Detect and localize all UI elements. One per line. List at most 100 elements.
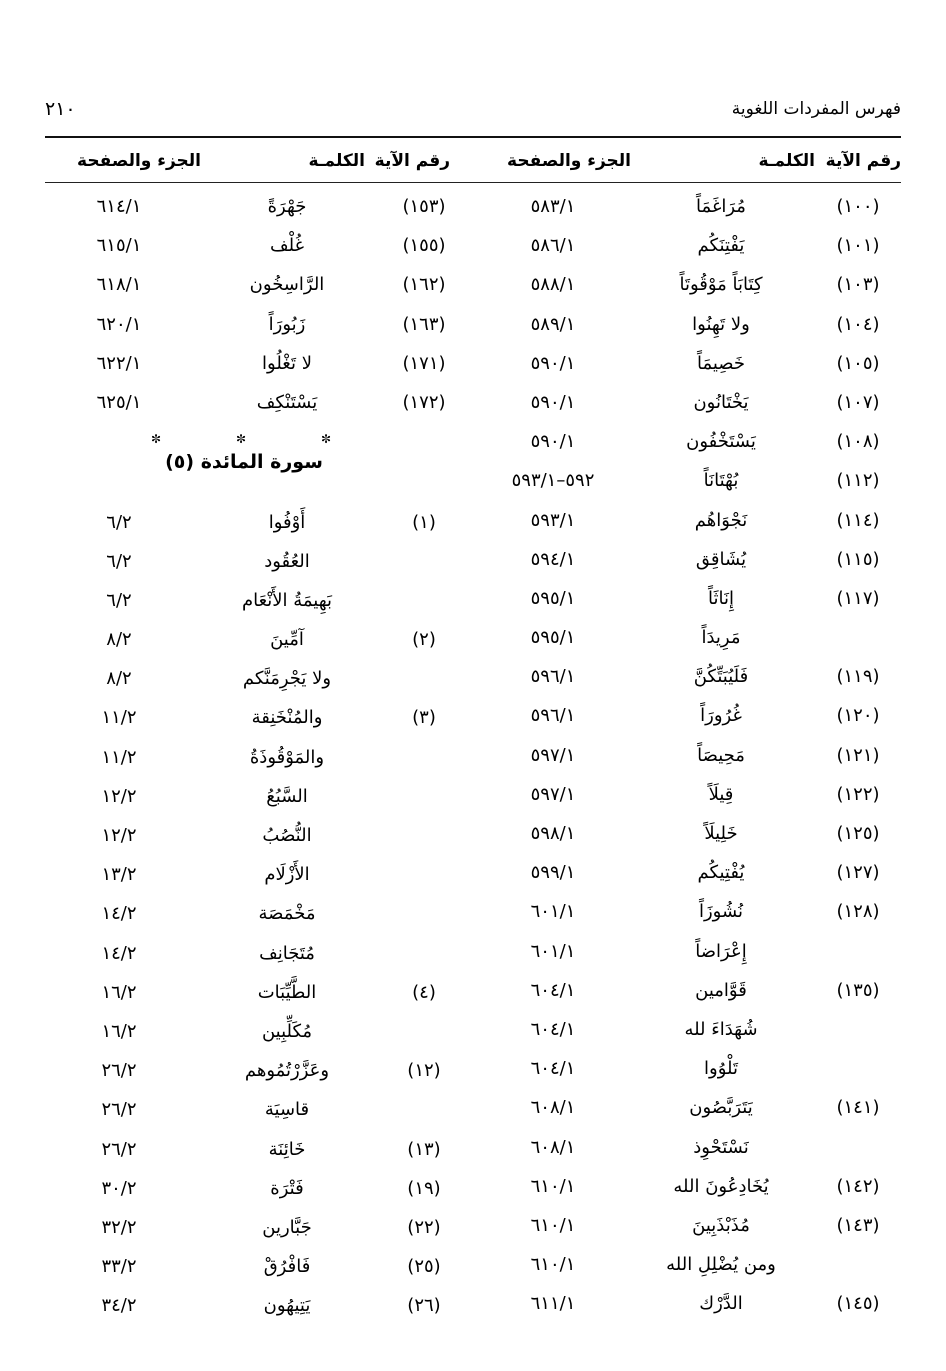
juz-page-cell: ٦١٨/١ — [96, 274, 142, 296]
juz-page-cell: ٦٢٠/١ — [96, 313, 142, 335]
index-row: (٤) الطَّيِّبَات ١٦/٢ — [45, 982, 467, 1021]
juz-page-cell: ٦١٥/١ — [96, 235, 142, 257]
ayah-number-cell: (٢) — [412, 629, 436, 651]
index-row: مُكَلِّبِين ١٦/٢ — [45, 1021, 467, 1060]
juz-page-cell: ٥٩٧/١ — [530, 783, 576, 805]
juz-page-cell: ١٣/٢ — [101, 864, 137, 886]
index-row: مُتَجَانِف ١٤/٢ — [45, 943, 467, 982]
index-row: (١٤٣) مُذَبْذَبِينَ ٦١٠/١ — [479, 1215, 901, 1254]
index-row: ولا يَجْرِمَنَّكم ٨/٢ — [45, 668, 467, 707]
ayah-number-cell: (١٢) — [407, 1060, 441, 1082]
index-row: قاسِيَة ٢٦/٢ — [45, 1099, 467, 1138]
index-row: والمَوْقُوذَةُ ١١/٢ — [45, 747, 467, 786]
index-row: (١٧١) لا تَغْلُوا ٦٢٢/١ — [45, 353, 467, 392]
ayah-number-cell: (١٠٧) — [836, 391, 880, 413]
index-row: إِعْرَاضاً ٦٠١/١ — [479, 941, 901, 980]
index-row: (١٩) فَتْرَة ٣٠/٢ — [45, 1178, 467, 1217]
juz-page-cell: ٥٩٠/١ — [530, 391, 576, 413]
juz-page-cell: ٦٠٤/١ — [530, 1058, 576, 1080]
index-column-right: (١٠٠) مُرَاغَمَاً ٥٨٣/١ (١٠١) يَفْتِنَكُم ٥٨٦… — [473, 196, 901, 1314]
word-cell: السَّبُعُ — [266, 785, 308, 807]
juz-page-cell: ٥٩٥/١ — [530, 587, 576, 609]
index-row: (١٣) خَائِنَة ٢٦/٢ — [45, 1139, 467, 1178]
ayah-number-cell: (١٤١) — [836, 1097, 880, 1119]
ayah-number-cell: (١١٥) — [836, 548, 880, 570]
juz-page-cell: ٣٢/٢ — [101, 1216, 137, 1238]
word-cell: والمُنْخَنِقة — [251, 707, 323, 729]
ayah-number-cell: (١٠٠) — [836, 196, 880, 217]
word-cell: ومن يُضْلِلِ الله — [666, 1254, 776, 1276]
juz-page-cell: ٦١١/١ — [530, 1293, 576, 1315]
juz-page-cell: ١٢/٢ — [101, 785, 137, 807]
ayah-number-cell: (١٢٠) — [836, 705, 880, 727]
juz-page-cell: ٨/٢ — [106, 668, 132, 690]
ayah-number-cell: (١٣) — [407, 1138, 441, 1160]
index-row: (١٠٠) مُرَاغَمَاً ٥٨٣/١ — [479, 196, 901, 235]
header-rule-top — [45, 136, 901, 138]
juz-page-cell: ٢٦/٢ — [101, 1099, 137, 1121]
index-row: (١١٤) نَجْوَاهُم ٥٩٣/١ — [479, 510, 901, 549]
word-cell: خَصِيمَاً — [696, 352, 746, 374]
index-row: (١٤٥) الدَّرْك ٦١١/١ — [479, 1293, 901, 1332]
word-cell: غُرُورَاً — [700, 705, 742, 727]
ayah-number-cell: (١٠١) — [836, 235, 880, 257]
juz-page-cell: ٥٩٠/١ — [530, 352, 576, 374]
word-cell: يَخْتَانُون — [693, 391, 749, 413]
ayah-number-cell: (١١٩) — [836, 666, 880, 688]
juz-page-cell: ٣٠/٢ — [101, 1177, 137, 1199]
word-cell: قَوَّامين — [695, 979, 747, 1001]
index-row: (١٤١) يَتَرَبَّصُون ٦٠٨/١ — [479, 1097, 901, 1136]
index-row: (١٥٣) جَهْرَةً ٦١٤/١ — [45, 196, 467, 235]
juz-page-cell: ٦١٠/١ — [530, 1175, 576, 1197]
column-header-word-left: الكلمـة — [308, 150, 365, 171]
word-cell: النُّصُبُ — [262, 825, 312, 847]
juz-page-cell: ٦٠٤/١ — [530, 979, 576, 1001]
word-cell: ولا يَجْرِمَنَّكم — [242, 668, 332, 690]
ayah-number-cell: (١) — [412, 511, 436, 533]
juz-page-cell: ٦١٠/١ — [530, 1254, 576, 1276]
index-row: (١٠٨) يَسْتَخْفُون ٥٩٠/١ — [479, 431, 901, 470]
index-row: (٣) والمُنْخَنِقة ١١/٢ — [45, 707, 467, 746]
juz-page-cell: ٨/٢ — [106, 629, 132, 651]
column-header-row: رقم الآية الكلمـة الجزء والصفحة رقم الآي… — [45, 143, 901, 179]
juz-page-cell: ٥٩٩/١ — [530, 862, 576, 884]
word-cell: يَفْتِنَكُم — [697, 235, 745, 257]
index-row: (١٧٢) يَسْتَنْكِف ٦٢٥/١ — [45, 392, 467, 431]
star-icon: ✼ — [235, 432, 247, 447]
column-header-ayah-left: رقم الآية — [374, 150, 450, 171]
word-cell: بُهْتَانَاً — [703, 470, 739, 492]
ayah-number-cell: (١٢٨) — [836, 901, 880, 923]
word-cell: خَلِيلَاً — [704, 823, 738, 844]
index-row: (١) أَوْفُوا ٦/٢ — [45, 512, 467, 551]
word-cell: العُقُود — [264, 550, 310, 572]
word-cell: يُشَاقِق — [695, 548, 747, 570]
index-columns: (١٠٠) مُرَاغَمَاً ٥٨٣/١ (١٠١) يَفْتِنَكُم ٥٨٦… — [45, 196, 901, 1316]
word-cell: وعَزَّرْتُمُوهم — [244, 1060, 330, 1082]
index-row: العُقُود ٦/٢ — [45, 551, 467, 590]
ayah-number-cell: (١٢٥) — [836, 823, 880, 844]
index-row: (١١٧) إِنَاثَاً ٥٩٥/١ — [479, 588, 901, 627]
ayah-number-cell: (١٠٥) — [836, 352, 880, 374]
header-rule-bottom — [45, 182, 901, 183]
index-row: النُّصُبُ ١٢/٢ — [45, 825, 467, 864]
index-row: (١٣٥) قَوَّامين ٦٠٤/١ — [479, 980, 901, 1019]
index-row: (١١٩) فَلَيُبَتِّكُنَّ ٥٩٦/١ — [479, 666, 901, 705]
juz-page-cell: ١١/٢ — [101, 707, 137, 729]
running-head: ٢١٠ فهرس المفردات اللغوية — [45, 92, 901, 126]
juz-page-cell: ٦٠٤/١ — [530, 1018, 576, 1040]
word-cell: نَجْوَاهُم — [694, 509, 748, 531]
ayah-number-cell: (١٥٣) — [402, 196, 446, 217]
word-cell: مَرِيدَاً — [701, 627, 741, 649]
word-cell: يَسْتَخْفُون — [686, 431, 756, 453]
juz-page-cell: ٥٩٥/١ — [530, 627, 576, 649]
word-cell: جَبَّارين — [262, 1216, 312, 1238]
word-cell: الدَّرْك — [699, 1293, 743, 1315]
word-cell: أَوْفُوا — [268, 511, 306, 533]
star-icon: ✼ — [320, 432, 331, 447]
word-cell: جَهْرَةً — [267, 196, 307, 217]
word-cell: نُشُوزَاً — [698, 901, 744, 923]
ayah-number-cell: (١١٢) — [836, 470, 880, 492]
index-row: بَهِيمَةُ الأَنْعَام ٦/٢ — [45, 590, 467, 629]
index-row: (١٢) وعَزَّرْتُمُوهم ٢٦/٢ — [45, 1060, 467, 1099]
